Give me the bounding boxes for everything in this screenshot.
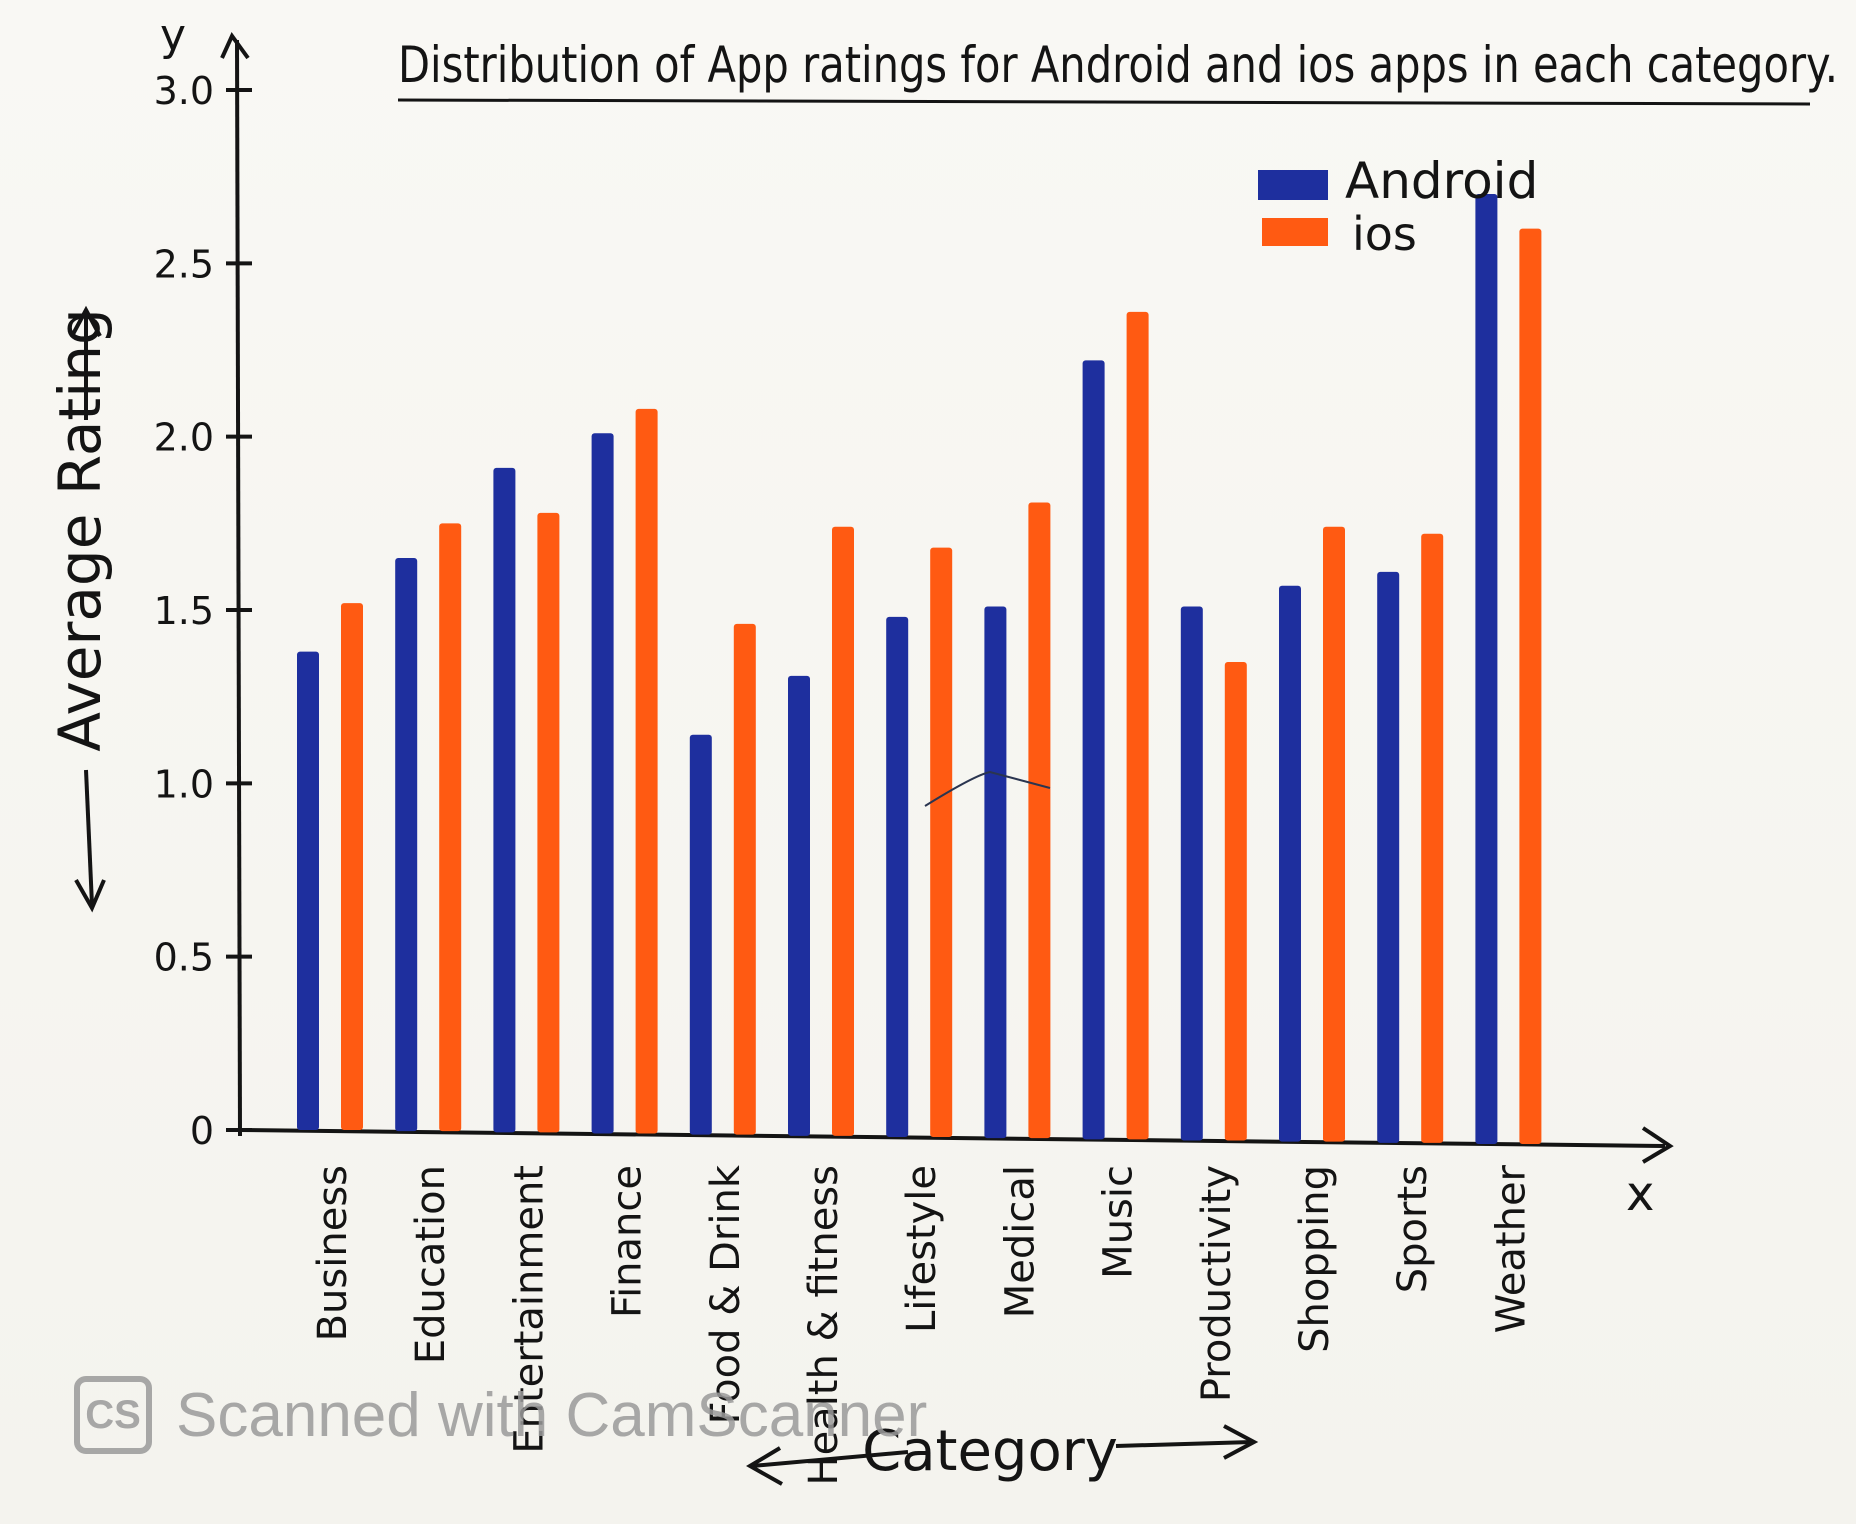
bar-android-lifestyle <box>886 616 909 1137</box>
title-underline <box>397 98 1811 106</box>
x-axis-title-group: Category <box>746 1419 1259 1486</box>
x-tick-label: Shopping <box>1292 1165 1338 1353</box>
bar-ios-education <box>439 523 462 1132</box>
bar-ios-productivity <box>1224 662 1247 1141</box>
y-axis-arrowhead <box>220 32 250 60</box>
bar-ios-finance <box>635 408 658 1134</box>
y-axis-title: Average Rating <box>46 308 114 752</box>
x-tick-label: Medical <box>997 1165 1043 1318</box>
watermark-text: Scanned with CamScanner <box>176 1380 928 1450</box>
bar-android-weather <box>1475 194 1498 1144</box>
x-tick-label: Weather <box>1488 1164 1534 1333</box>
legend-swatch-android <box>1258 170 1328 200</box>
bar-android-music <box>1082 360 1105 1140</box>
bars-group <box>297 194 1542 1144</box>
chart-title-group: Distribution of App ratings for Android … <box>397 36 1838 106</box>
camscanner-watermark: CS Scanned with CamScanner <box>74 1376 927 1454</box>
x-tick-label: Lifestyle <box>899 1165 945 1333</box>
legend-label-android: Android <box>1345 152 1538 210</box>
y-title-arrow-up-head <box>70 305 102 337</box>
y-tick-label: 1.0 <box>154 762 214 806</box>
bar-ios-entertainment <box>537 512 560 1133</box>
x-tick-label: Entertainment <box>506 1165 552 1454</box>
y-tick-label: 0.5 <box>154 936 214 980</box>
y-tick-label: 1.5 <box>154 589 214 633</box>
y-axis-line <box>235 39 242 1137</box>
camscanner-logo-icon: CS <box>74 1376 152 1454</box>
x-axis-line <box>239 1128 1666 1148</box>
bar-android-food-drink <box>689 734 712 1135</box>
x-tick-label: Health & fitness <box>801 1165 847 1486</box>
x-tick-label: Business <box>310 1165 356 1341</box>
x-tick-label: Music <box>1096 1165 1142 1279</box>
x-tick-label: Sports <box>1390 1165 1436 1293</box>
bar-android-health-fitness <box>788 675 810 1136</box>
y-title-arrow-down-head <box>74 879 106 913</box>
bar-android-entertainment <box>493 467 516 1133</box>
y-tick-label: 0 <box>190 1109 214 1153</box>
legend-swatch-ios <box>1262 218 1328 246</box>
y-tick-label: 3.0 <box>154 69 214 113</box>
y-axis-letter: y <box>160 10 186 61</box>
y-title-arrow-down-shaft <box>84 769 94 906</box>
x-tick-label: Productivity <box>1194 1165 1240 1402</box>
x-tick-label: Finance <box>605 1165 651 1318</box>
x-tick-label: Food & Drink <box>703 1164 749 1424</box>
bar-ios-lifestyle <box>930 547 953 1137</box>
x-title-arrow-right-head <box>1223 1424 1259 1460</box>
x-title-arrow-left-shaft <box>751 1450 909 1468</box>
stray-pen-mark <box>924 770 1051 807</box>
bar-android-medical <box>984 606 1007 1139</box>
x-tick-label: Education <box>408 1165 454 1364</box>
bar-android-shopping <box>1279 585 1301 1142</box>
chart-title: Distribution of App ratings for Android … <box>398 36 1838 94</box>
x-axis-letter: x <box>1626 1166 1654 1222</box>
bar-android-education <box>395 558 418 1132</box>
y-tick-group: 0 0.5 1.0 1.5 2.0 2.5 3.0 <box>154 69 252 1153</box>
y-tick-label: 2.0 <box>154 416 214 460</box>
axes: y x <box>160 10 1674 1222</box>
legend: Android ios <box>1258 152 1538 261</box>
bar-android-productivity <box>1180 606 1203 1141</box>
bar-android-sports <box>1377 571 1400 1143</box>
bar-android-business <box>297 651 319 1130</box>
x-title-arrow-right-shaft <box>1115 1440 1253 1448</box>
legend-label-ios: ios <box>1352 207 1417 261</box>
x-title-arrow-left-head <box>746 1446 783 1486</box>
bar-ios-weather <box>1519 228 1542 1144</box>
bar-ios-sports <box>1421 533 1444 1143</box>
x-axis-arrowhead <box>1641 1126 1674 1164</box>
bar-ios-health-fitness <box>832 526 854 1136</box>
bar-ios-music <box>1126 311 1149 1140</box>
bar-ios-food-drink <box>733 623 756 1135</box>
bar-ios-medical <box>1028 502 1051 1139</box>
bar-ios-business <box>341 603 363 1130</box>
y-axis-title-group: Average Rating <box>46 305 114 913</box>
bar-ios-shopping <box>1323 526 1345 1142</box>
x-tick-labels: Business Education Entertainment Finance Foo… <box>310 1164 1534 1485</box>
y-tick-label: 2.5 <box>154 242 214 286</box>
bar-android-finance <box>591 433 614 1134</box>
